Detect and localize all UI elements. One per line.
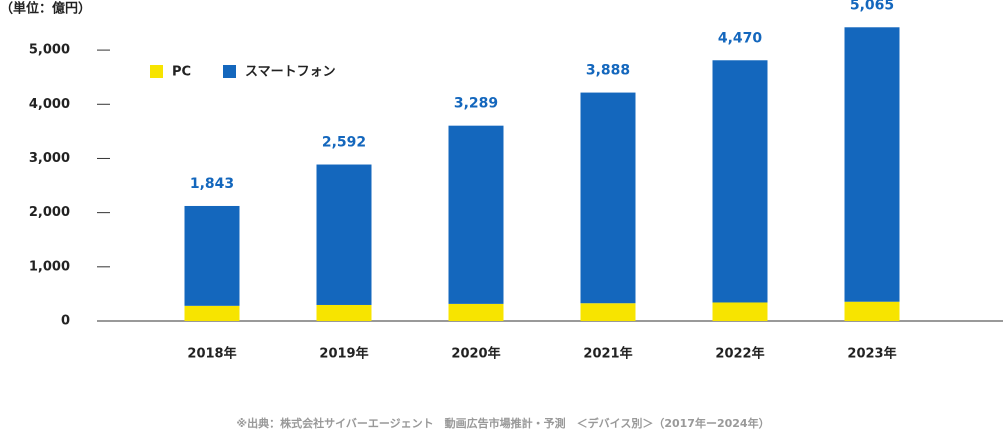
y-tick-label: 2,000	[29, 205, 70, 220]
y-tick-label: 3,000	[29, 151, 70, 166]
legend-label: PC	[172, 65, 191, 80]
y-tick-label: 0	[61, 314, 70, 329]
source-note: ※出典：株式会社サイバーエージェント 動画広告市場推計・予測 ＜デバイス別＞（2…	[236, 416, 769, 430]
bar-segment	[316, 164, 372, 305]
data-label: 3,289	[454, 96, 498, 112]
legend-label: スマートフォン	[245, 65, 336, 80]
y-tick-label: 1,000	[29, 259, 70, 274]
bar-segment	[184, 205, 240, 306]
data-label: 5,065	[850, 0, 894, 13]
data-label: 4,470	[718, 30, 763, 46]
y-tick-label: 4,000	[29, 97, 70, 112]
x-tick-label: 2021年	[583, 346, 632, 362]
bar-segment	[184, 305, 240, 321]
bar-segment	[712, 60, 768, 303]
x-tick-label: 2022年	[715, 346, 764, 362]
x-tick-label: 2023年	[847, 346, 896, 362]
bar-segment	[316, 304, 372, 321]
bar-segment	[580, 92, 636, 304]
bar-segment	[844, 27, 900, 302]
data-label: 3,888	[586, 63, 630, 79]
bar-segment	[580, 303, 636, 321]
data-label: 2,592	[322, 135, 366, 151]
bar-segment	[448, 303, 504, 321]
legend-swatch	[223, 65, 236, 78]
x-tick-label: 2018年	[187, 346, 236, 362]
x-tick-label: 2019年	[319, 346, 368, 362]
bar-segment	[712, 302, 768, 321]
bar-segment	[448, 125, 504, 304]
unit-label: （単位：億円）	[0, 1, 91, 17]
bar-segment	[844, 301, 900, 321]
x-tick-label: 2020年	[451, 346, 500, 362]
legend-swatch	[150, 65, 163, 78]
data-label: 1,843	[190, 176, 234, 192]
y-tick-label: 5,000	[29, 43, 70, 58]
